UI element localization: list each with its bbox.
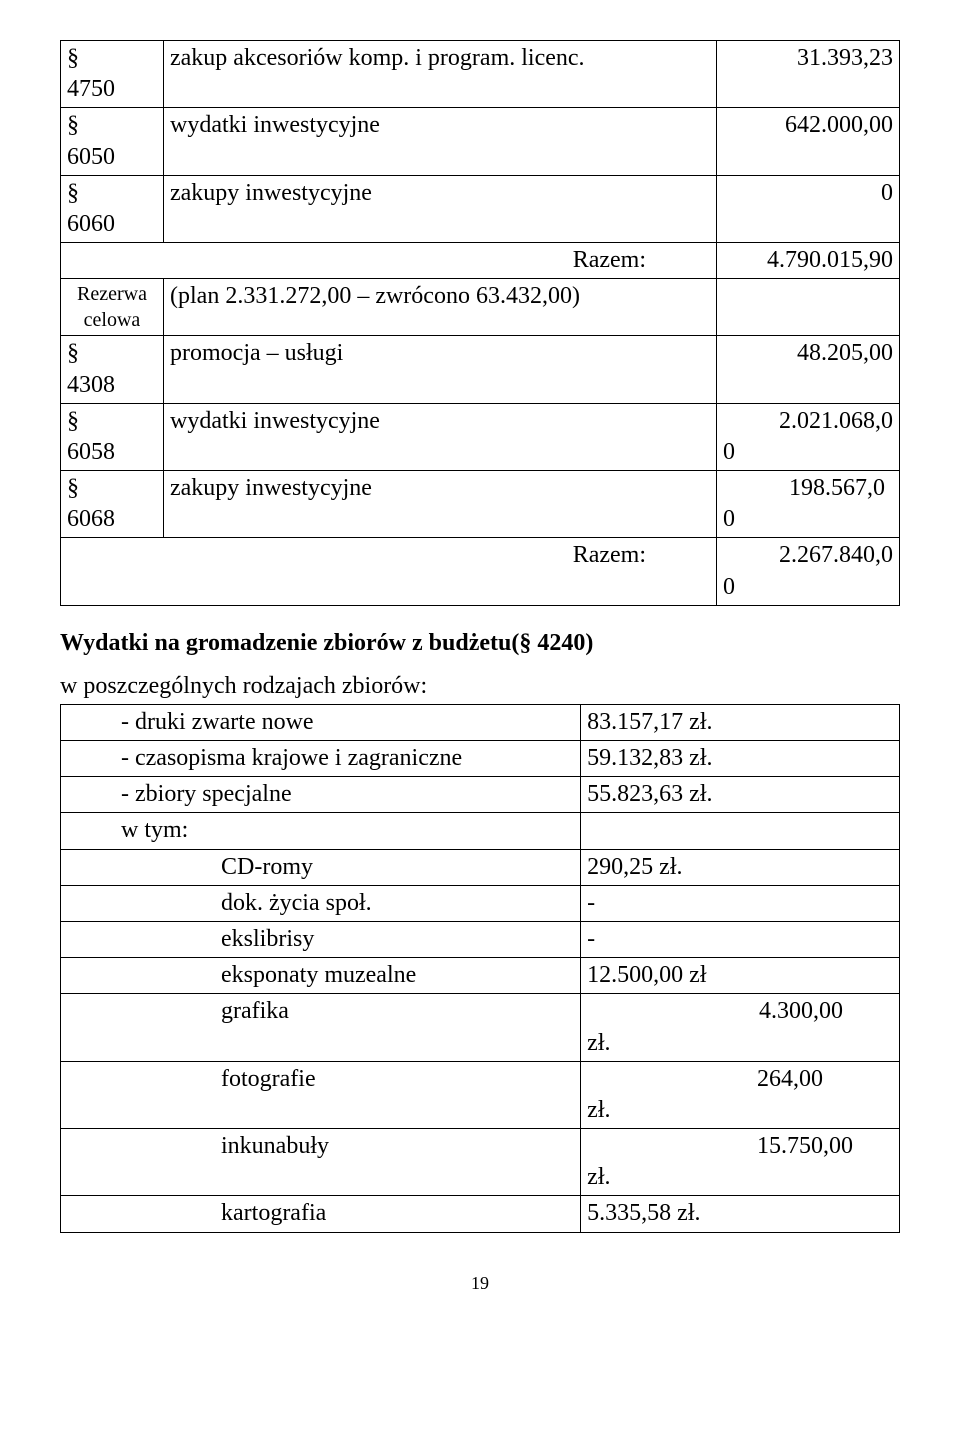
row-value: 264,00 zł. [581, 1061, 900, 1128]
row-label: - zbiory specjalne [61, 777, 581, 813]
row-code: § 6060 [61, 175, 164, 242]
row-value [581, 813, 900, 849]
table-row: § 6060 zakupy inwestycyjne 0 [61, 175, 900, 242]
row-value: 5.335,58 zł. [581, 1196, 900, 1232]
row-label: eksponaty muzealne [61, 958, 581, 994]
row-label: fotografie [61, 1061, 581, 1128]
section-heading: Wydatki na gromadzenie zbiorów z budżetu… [60, 630, 900, 657]
row-value: 48.205,00 [717, 336, 900, 403]
row-value: 2.021.068,0 0 [717, 403, 900, 470]
table-row: fotografie 264,00 zł. [61, 1061, 900, 1128]
row-desc: promocja – usługi [164, 336, 717, 403]
reserve-label: Rezerwa celowa [61, 279, 164, 336]
table-row: § 4308 promocja – usługi 48.205,00 [61, 336, 900, 403]
collections-breakdown-table: - druki zwarte nowe 83.157,17 zł. - czas… [60, 704, 900, 1233]
row-value: 0 [717, 175, 900, 242]
row-value-num: 15.750,00 [587, 1131, 893, 1162]
row-value: 59.132,83 zł. [581, 741, 900, 777]
row-value-top: 198.567,0 [723, 473, 893, 504]
row-label: w tym: [61, 813, 581, 849]
row-code: § 6050 [61, 108, 164, 175]
page-number: 19 [60, 1273, 900, 1294]
table-row: § 4750 zakup akcesoriów komp. i program.… [61, 41, 900, 108]
subtotal-label: Razem: [61, 538, 717, 605]
budget-table-1: § 4750 zakup akcesoriów komp. i program.… [60, 40, 900, 606]
row- value592-unit: zł. [587, 1095, 893, 1126]
table-row: w tym: [61, 813, 900, 849]
row-value: 642.000,00 [717, 108, 900, 175]
row-label: inkunabuły [61, 1129, 581, 1196]
section-subheading: w poszczególnych rodzajach zbiorów: [60, 673, 900, 700]
table-row: eksponaty muzealne 12.500,00 zł [61, 958, 900, 994]
row-label: - druki zwarte nowe [61, 704, 581, 740]
table-row: CD-romy 290,25 zł. [61, 849, 900, 885]
table-row: - druki zwarte nowe 83.157,17 zł. [61, 704, 900, 740]
row-value: 290,25 zł. [581, 849, 900, 885]
row-desc: zakup akcesoriów komp. i program. licenc… [164, 41, 717, 108]
table-row: kartografia 5.335,58 zł. [61, 1196, 900, 1232]
subtotal-value-top: 2.267.840,0 [723, 540, 893, 571]
row-desc: zakupy inwestycyjne [164, 175, 717, 242]
row-value-unit: zł. [587, 1162, 893, 1193]
table-row: § 6058 wydatki inwestycyjne 2.021.068,0 … [61, 403, 900, 470]
row-value: 198.567,0 0 [717, 471, 900, 538]
row-desc: wydatki inwestycyjne [164, 108, 717, 175]
table-row: ekslibrisy - [61, 921, 900, 957]
row-label: CD-romy [61, 849, 581, 885]
table-row: § 6050 wydatki inwestycyjne 642.000,00 [61, 108, 900, 175]
row-value: 4.300,00 zł. [581, 994, 900, 1061]
reserve-empty [717, 279, 900, 336]
row-desc: wydatki inwestycyjne [164, 403, 717, 470]
subtotal-value-bot: 0 [723, 572, 893, 603]
row-value: 31.393,23 [717, 41, 900, 108]
row-value-num: 264,00 [587, 1064, 893, 1095]
row-label: grafika [61, 994, 581, 1061]
reserve-row: Rezerwa celowa (plan 2.331.272,00 – zwró… [61, 279, 900, 336]
table-row: grafika 4.300,00 zł. [61, 994, 900, 1061]
subtotal-row: Razem: 4.790.015,90 [61, 243, 900, 279]
table-row: - zbiory specjalne 55.823,63 zł. [61, 777, 900, 813]
table-row: § 6068 zakupy inwestycyjne 198.567,0 0 [61, 471, 900, 538]
subtotal-value: 4.790.015,90 [717, 243, 900, 279]
row-value-num: 4.300,00 [587, 996, 893, 1027]
row-code: § 6058 [61, 403, 164, 470]
row-desc: zakupy inwestycyjne [164, 471, 717, 538]
row-value: - [581, 885, 900, 921]
row-value-top: 2.021.068,0 [723, 406, 893, 437]
row-code: § 6068 [61, 471, 164, 538]
row-label: dok. życia społ. [61, 885, 581, 921]
row-value: 15.750,00 zł. [581, 1129, 900, 1196]
table-row: inkunabuły 15.750,00 zł. [61, 1129, 900, 1196]
subtotal-row: Razem: 2.267.840,0 0 [61, 538, 900, 605]
row-value-unit: zł. [587, 1028, 893, 1059]
row-label: - czasopisma krajowe i zagraniczne [61, 741, 581, 777]
row-value: 83.157,17 zł. [581, 704, 900, 740]
row-value: - [581, 921, 900, 957]
row-value-bot: 0 [723, 437, 893, 468]
reserve-plan: (plan 2.331.272,00 – zwrócono 63.432,00) [164, 279, 717, 336]
row-code: § 4308 [61, 336, 164, 403]
subtotal-label: Razem: [61, 243, 717, 279]
row-label: ekslibrisy [61, 921, 581, 957]
row-code: § 4750 [61, 41, 164, 108]
row-value: 12.500,00 zł [581, 958, 900, 994]
table-row: - czasopisma krajowe i zagraniczne 59.13… [61, 741, 900, 777]
subtotal-value: 2.267.840,0 0 [717, 538, 900, 605]
row-value-bot: 0 [723, 504, 893, 535]
table-row: dok. życia społ. - [61, 885, 900, 921]
row-value: 55.823,63 zł. [581, 777, 900, 813]
row-label: kartografia [61, 1196, 581, 1232]
